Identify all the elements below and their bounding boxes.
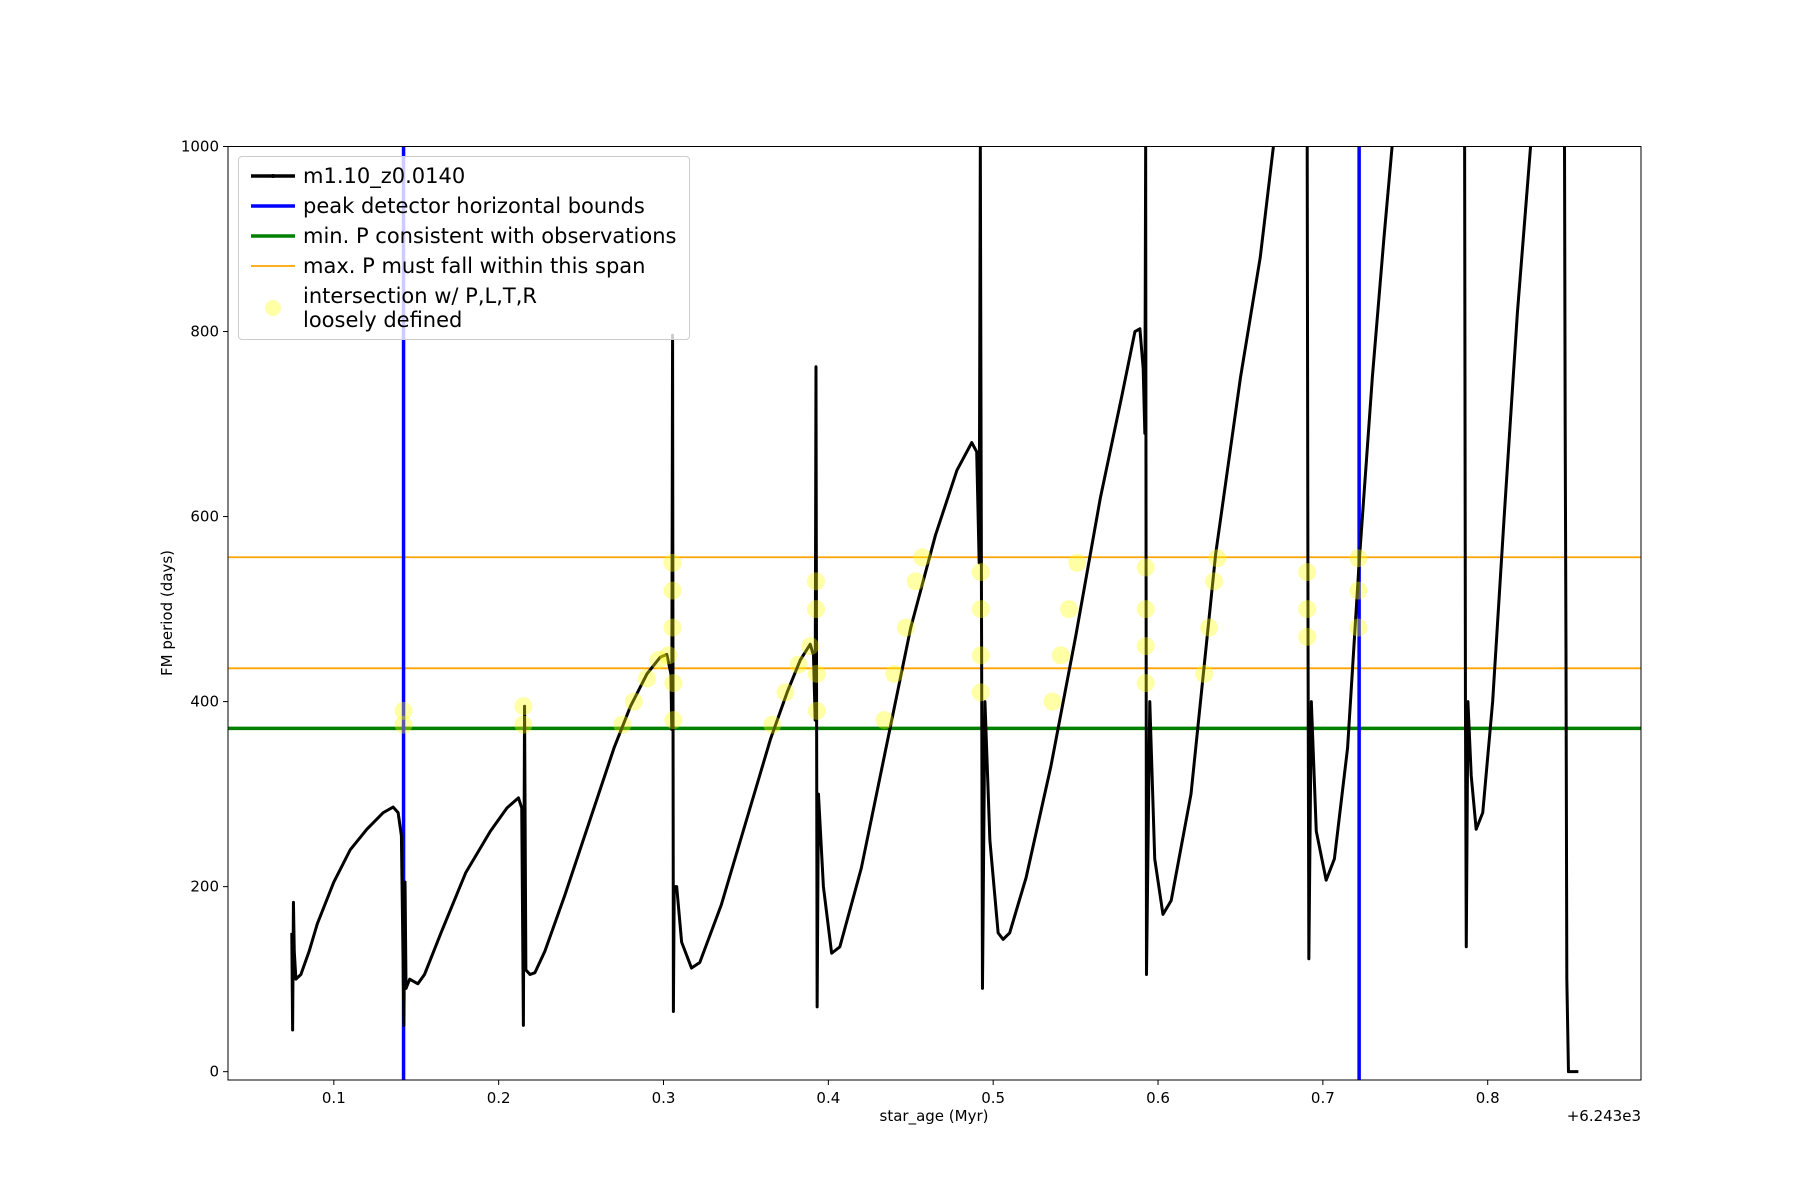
scatter-point bbox=[1136, 600, 1155, 619]
scatter-point bbox=[638, 669, 657, 688]
x-tick-label: 0.2 bbox=[487, 1089, 511, 1107]
y-tick-label: 1000 bbox=[181, 138, 219, 156]
scatter-point bbox=[1200, 618, 1219, 637]
y-tick-label: 400 bbox=[190, 693, 219, 711]
scatter-point bbox=[807, 664, 826, 683]
y-tick-label: 600 bbox=[190, 508, 219, 526]
x-tick-label: 0.6 bbox=[1146, 1089, 1170, 1107]
scatter-point bbox=[1043, 692, 1062, 711]
scatter-point bbox=[906, 572, 925, 591]
scatter-point bbox=[763, 715, 782, 734]
scatter-point bbox=[659, 646, 678, 665]
scatter-point bbox=[896, 618, 915, 637]
y-axis-label: FM period (days) bbox=[158, 550, 176, 676]
scatter-point bbox=[649, 650, 668, 669]
scatter-point bbox=[663, 553, 682, 572]
scatter-point bbox=[789, 655, 808, 674]
x-tick-label: 0.5 bbox=[981, 1089, 1005, 1107]
scatter-point bbox=[394, 701, 413, 720]
scatter-point bbox=[1298, 600, 1317, 619]
scatter-point bbox=[971, 646, 990, 665]
legend-symbol bbox=[251, 265, 295, 267]
scatter-point bbox=[514, 697, 533, 716]
y-tick-label: 200 bbox=[190, 878, 219, 896]
x-tick-label: 0.7 bbox=[1311, 1089, 1335, 1107]
legend-symbol bbox=[251, 174, 295, 178]
scatter-point bbox=[1349, 549, 1368, 568]
scatter-point bbox=[514, 715, 533, 734]
scatter-point bbox=[1136, 637, 1155, 656]
scatter-point bbox=[1195, 664, 1214, 683]
legend-symbol bbox=[265, 300, 281, 316]
scatter-point bbox=[1298, 563, 1317, 582]
x-offset-label: +6.243e3 bbox=[1567, 1107, 1641, 1125]
x-tick-label: 0.8 bbox=[1476, 1089, 1500, 1107]
scatter-point bbox=[663, 581, 682, 600]
scatter-point bbox=[1136, 674, 1155, 693]
y-tick-label: 0 bbox=[209, 1063, 219, 1081]
scatter-point bbox=[1205, 572, 1224, 591]
legend-mark bbox=[271, 174, 275, 178]
scatter-point bbox=[913, 548, 932, 567]
series-line bbox=[1305, 146, 1394, 961]
scatter-point bbox=[1208, 549, 1227, 568]
legend-label: m1.10_z0.0140 bbox=[303, 164, 466, 188]
x-tick-label: 0.1 bbox=[322, 1089, 346, 1107]
x-tick-label: 0.3 bbox=[652, 1089, 676, 1107]
legend-label: peak detector horizontal bounds bbox=[303, 194, 645, 218]
legend-entry: intersection w/ P,L,T,R loosely defined bbox=[239, 281, 689, 335]
legend-label: min. P consistent with observations bbox=[303, 224, 677, 248]
legend-entry: min. P consistent with observations bbox=[239, 221, 689, 251]
legend-symbol bbox=[251, 234, 295, 238]
scatter-point bbox=[1298, 627, 1317, 646]
scatter-point bbox=[394, 715, 413, 734]
legend-label: intersection w/ P,L,T,R loosely defined bbox=[303, 284, 537, 332]
scatter-point bbox=[1349, 618, 1368, 637]
scatter-point bbox=[624, 692, 643, 711]
scatter-point bbox=[971, 600, 990, 619]
scatter-point bbox=[1349, 581, 1368, 600]
plot-frame bbox=[227, 146, 1642, 1081]
scatter-point bbox=[663, 618, 682, 637]
scatter-point bbox=[806, 600, 825, 619]
scatter-point bbox=[664, 711, 683, 730]
plot-area bbox=[228, 146, 1641, 1080]
legend-mark bbox=[265, 300, 281, 316]
legend-symbol bbox=[251, 204, 295, 208]
scatter-point bbox=[875, 711, 894, 730]
scatter-point bbox=[806, 572, 825, 591]
series-line bbox=[1563, 146, 1579, 1074]
legend-label: max. P must fall within this span bbox=[303, 254, 646, 278]
scatter-point bbox=[971, 683, 990, 702]
y-tick-label: 800 bbox=[190, 323, 219, 341]
legend-entry: max. P must fall within this span bbox=[239, 251, 689, 281]
scatter-point bbox=[613, 715, 632, 734]
scatter-point bbox=[801, 637, 820, 656]
scatter-point bbox=[1051, 646, 1070, 665]
legend-entry: peak detector horizontal bounds bbox=[239, 191, 689, 221]
legend-entry: m1.10_z0.0140 bbox=[239, 161, 689, 191]
scatter-point bbox=[1068, 553, 1087, 572]
scatter-point bbox=[971, 563, 990, 582]
scatter-point bbox=[885, 664, 904, 683]
x-axis-label: star_age (Myr) bbox=[880, 1107, 989, 1126]
scatter-point bbox=[776, 683, 795, 702]
series-line bbox=[1463, 146, 1533, 949]
scatter-point bbox=[1136, 558, 1155, 577]
scatter-point bbox=[807, 701, 826, 720]
scatter-point bbox=[1060, 600, 1079, 619]
scatter-point bbox=[664, 674, 683, 693]
x-tick-label: 0.4 bbox=[816, 1089, 840, 1107]
series-line bbox=[290, 146, 1275, 1032]
